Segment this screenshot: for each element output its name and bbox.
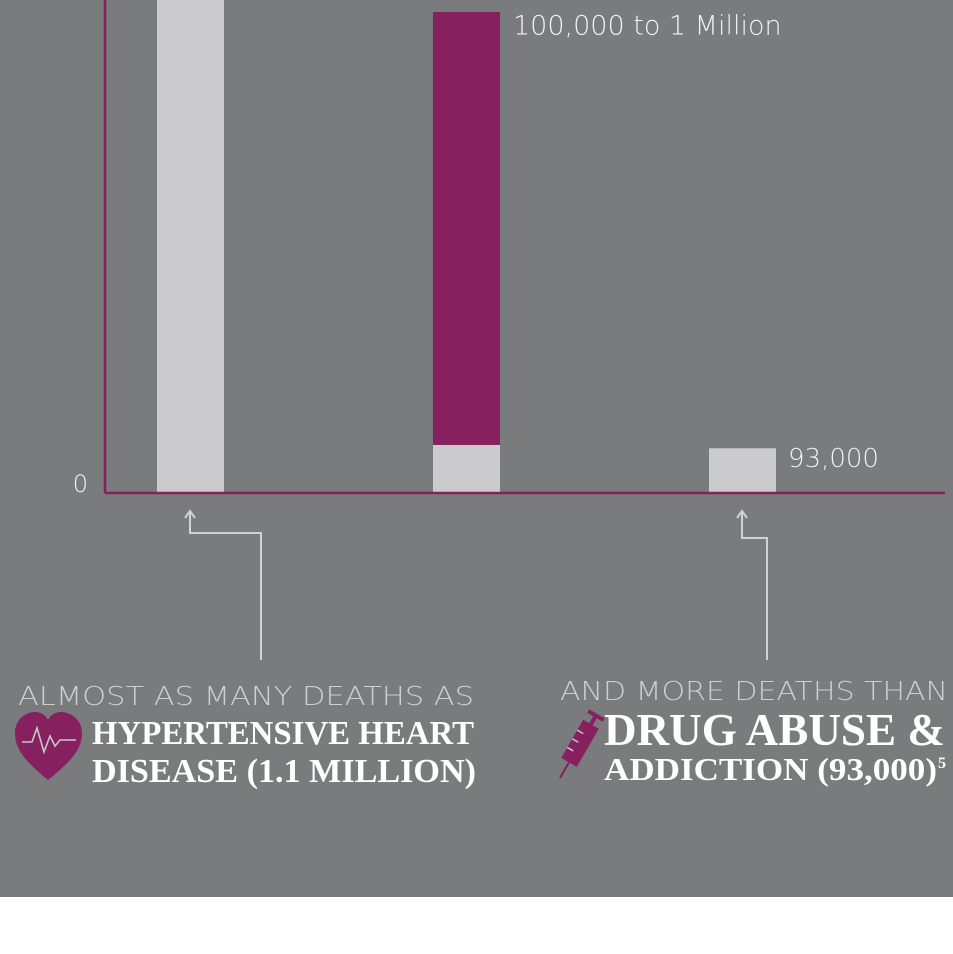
y-tick-label: 0: [73, 470, 88, 498]
bar: [433, 12, 500, 445]
syringe-icon: [559, 709, 605, 779]
value-label: 93,000: [788, 444, 879, 474]
connectors: [184, 509, 768, 660]
callout-line: HYPERTENSIVE HEART: [92, 715, 474, 752]
callout-lead: ALMOST AS MANY DEATHS AS: [18, 682, 474, 712]
callout-line: DISEASE (1.1 MILLION): [92, 753, 476, 790]
arrow-head: [736, 509, 748, 519]
heart-icon: [15, 712, 82, 780]
range-label: 100,000 to 1 Million: [513, 11, 782, 42]
bar: [157, 0, 224, 494]
footnote-mark: 5: [938, 755, 946, 772]
callout-line: ADDICTION (93,000): [604, 751, 937, 787]
bar: [433, 444, 500, 493]
connector: [741, 512, 768, 660]
arrow-head: [184, 509, 196, 519]
callout-line: DRUG ABUSE &: [604, 704, 945, 755]
connector: [189, 512, 262, 660]
callout-lead: AND MORE DEATHS THAN: [560, 677, 948, 707]
bar: [709, 448, 776, 493]
